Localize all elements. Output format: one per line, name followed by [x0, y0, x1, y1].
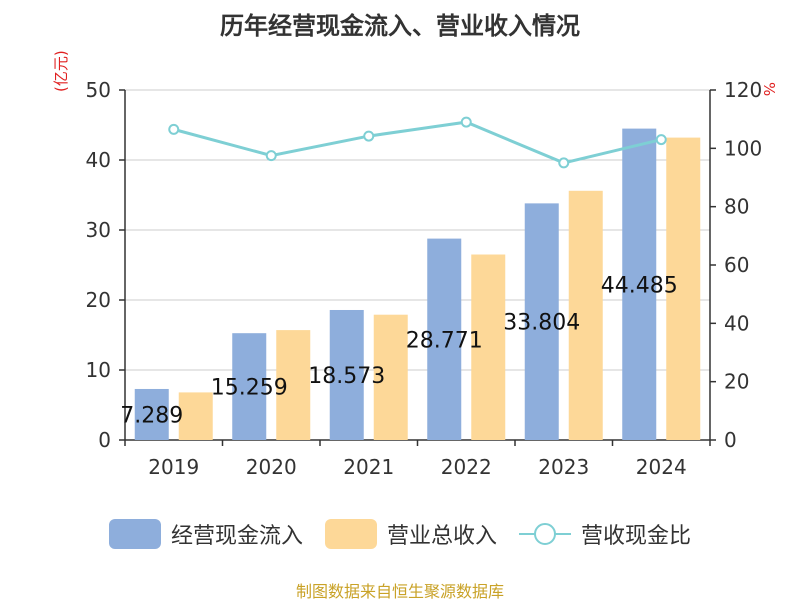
x-tick-label: 2021 [343, 455, 394, 479]
point-ratio [168, 123, 180, 135]
bar-cash-inflow [134, 388, 169, 440]
line-ratio [173, 120, 662, 165]
bar-revenue [276, 330, 311, 440]
legend: 经营现金流入 营业总收入 营收现金比 [0, 518, 800, 550]
legend-label-cash-inflow: 经营现金流入 [170, 524, 303, 549]
right-tick-label: 60 [724, 253, 749, 277]
bar-revenue [568, 190, 603, 440]
left-tick-label: 30 [86, 218, 111, 242]
legend-swatch-cash-inflow [108, 519, 161, 549]
x-tick-label: 2019 [148, 455, 199, 479]
bar-revenue [666, 137, 701, 440]
bar-cash-inflow [232, 333, 267, 440]
left-tick-label: 40 [86, 148, 111, 172]
right-tick-label: 0 [724, 428, 737, 452]
data-source-note: 制图数据来自恒生聚源数据库 [295, 582, 504, 601]
data-label-cash-inflow: 28.771 [406, 328, 483, 353]
x-tick-label: 2020 [246, 455, 297, 479]
legend-label-revenue: 营业总收入 [386, 524, 497, 549]
data-label-cash-inflow: 7.289 [120, 403, 183, 428]
x-tick-label: 2023 [538, 455, 589, 479]
x-tick-label: 2022 [441, 455, 492, 479]
left-tick-label: 50 [86, 78, 111, 102]
point-ratio [460, 116, 472, 128]
legend-item-revenue[interactable]: 营业总收入 [324, 518, 497, 550]
right-tick-label: 40 [724, 311, 749, 335]
legend-label-ratio: 营收现金比 [581, 524, 692, 549]
legend-item-ratio[interactable]: 营收现金比 [519, 518, 691, 550]
bar-cash-inflow [524, 203, 559, 440]
legend-swatch-ratio [519, 519, 571, 549]
point-ratio [363, 130, 375, 142]
bar-cash-inflow [622, 128, 657, 441]
data-label-cash-inflow: 44.485 [601, 273, 678, 298]
x-tick-label: 2024 [636, 455, 687, 479]
right-tick-label: 80 [724, 195, 749, 219]
right-tick-label: 20 [724, 370, 749, 394]
bar-revenue [178, 392, 213, 440]
data-label-cash-inflow: 33.804 [503, 311, 580, 336]
bar-cash-inflow [427, 238, 462, 440]
right-tick-label: 100 [724, 136, 762, 160]
legend-item-cash-inflow[interactable]: 经营现金流入 [108, 518, 303, 550]
left-tick-label: 20 [86, 288, 111, 312]
bar-cash-inflow [329, 309, 364, 440]
left-tick-label: 10 [86, 358, 111, 382]
data-label-cash-inflow: 18.573 [308, 364, 385, 389]
point-ratio [265, 150, 277, 162]
point-ratio [558, 157, 570, 169]
data-label-cash-inflow: 15.259 [211, 376, 288, 401]
right-tick-label: 120 [724, 78, 762, 102]
bar-revenue [471, 254, 506, 440]
bar-revenue [373, 314, 408, 440]
chart-title: 历年经营现金流入、营业收入情况 [220, 12, 580, 40]
point-ratio [655, 134, 667, 146]
legend-swatch-revenue [324, 519, 377, 549]
left-tick-label: 0 [98, 428, 111, 452]
